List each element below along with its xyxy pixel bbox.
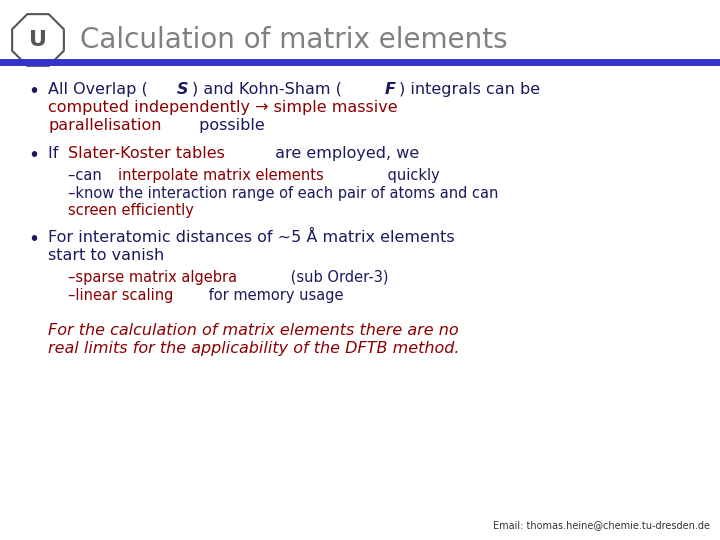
Text: (sub Order-3): (sub Order-3) xyxy=(287,270,389,285)
Text: •: • xyxy=(28,146,39,165)
Text: for memory usage: for memory usage xyxy=(204,288,343,303)
Text: quickly: quickly xyxy=(383,168,440,183)
Text: •: • xyxy=(28,230,39,249)
Text: Calculation of matrix elements: Calculation of matrix elements xyxy=(80,26,508,54)
Text: All Overlap (: All Overlap ( xyxy=(48,82,148,97)
Text: real limits for the applicability of the DFTB method.: real limits for the applicability of the… xyxy=(48,341,459,356)
Text: For interatomic distances of ~5 Å matrix elements: For interatomic distances of ~5 Å matrix… xyxy=(48,230,454,245)
Text: screen efficiently: screen efficiently xyxy=(68,203,194,218)
Text: If: If xyxy=(48,146,63,161)
Text: possible: possible xyxy=(194,118,265,133)
Text: start to vanish: start to vanish xyxy=(48,248,164,263)
Text: F: F xyxy=(385,82,396,97)
Text: computed independently → simple massive: computed independently → simple massive xyxy=(48,100,397,115)
Text: U: U xyxy=(29,30,47,50)
Text: ) and Kohn-Sham (: ) and Kohn-Sham ( xyxy=(192,82,341,97)
Text: For the calculation of matrix elements there are no: For the calculation of matrix elements t… xyxy=(48,323,459,338)
Text: ) integrals can be: ) integrals can be xyxy=(399,82,540,97)
Text: parallelisation: parallelisation xyxy=(48,118,161,133)
Text: are employed, we: are employed, we xyxy=(271,146,420,161)
Text: Slater-Koster tables: Slater-Koster tables xyxy=(68,146,225,161)
Text: –know the interaction range of each pair of atoms and can: –know the interaction range of each pair… xyxy=(68,186,498,201)
Text: Email: thomas.heine@chemie.tu-dresden.de: Email: thomas.heine@chemie.tu-dresden.de xyxy=(493,520,710,530)
Text: –linear scaling: –linear scaling xyxy=(68,288,174,303)
Text: –can: –can xyxy=(68,168,107,183)
Text: –sparse matrix algebra: –sparse matrix algebra xyxy=(68,270,237,285)
Text: S: S xyxy=(176,82,188,97)
Text: •: • xyxy=(28,82,39,101)
Text: interpolate matrix elements: interpolate matrix elements xyxy=(117,168,323,183)
